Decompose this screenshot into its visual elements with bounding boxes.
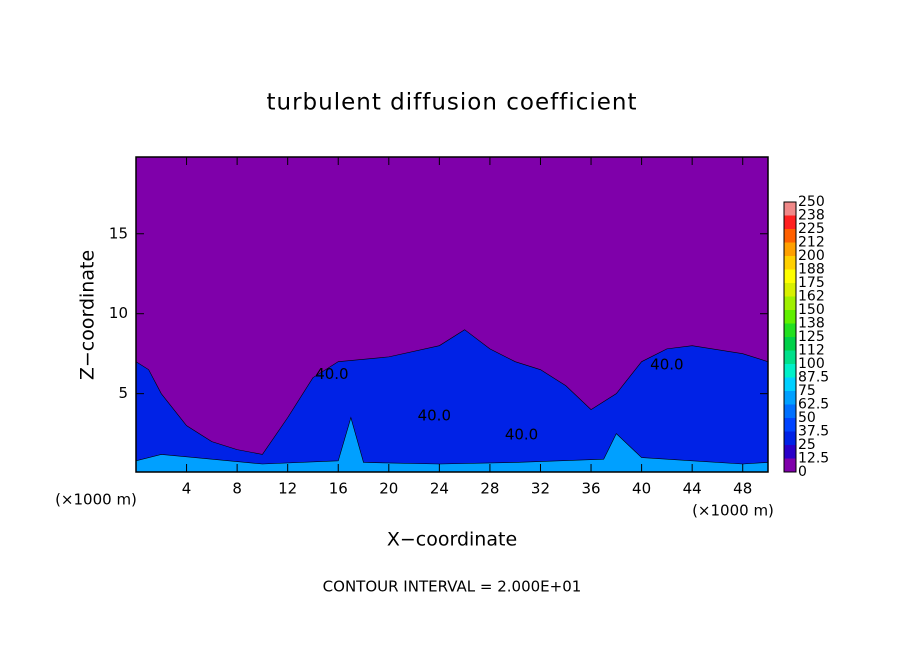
colorbar-swatch	[784, 431, 796, 445]
x-tick-label: 44	[683, 480, 702, 498]
x-tick-label: 36	[581, 480, 600, 498]
colorbar-label: 125	[798, 329, 825, 345]
colorbar-swatch	[784, 242, 796, 256]
colorbar-swatch	[784, 229, 796, 243]
colorbar-label: 37.5	[798, 424, 829, 440]
y-tick-label: 15	[109, 224, 128, 242]
y-tick-label: 10	[109, 304, 128, 322]
x-tick-label: 20	[379, 480, 398, 498]
colorbar-label: 138	[798, 316, 825, 332]
y-unit: (×1000 m)	[692, 502, 774, 520]
colorbar-swatch	[784, 445, 796, 459]
colorbar-label: 188	[798, 262, 825, 278]
colorbar-label: 150	[798, 302, 825, 318]
contour-label: 40.0	[418, 407, 451, 425]
y-axis-label: Z−coordinate	[77, 250, 99, 380]
x-tick-label: 24	[430, 480, 449, 498]
colorbar-swatch	[784, 458, 796, 472]
colorbar-label: 87.5	[798, 370, 829, 386]
field-region	[136, 329, 768, 472]
contour-label: 40.0	[650, 355, 683, 373]
colorbar-label: 50	[798, 410, 816, 426]
colorbar-label: 62.5	[798, 397, 829, 413]
colorbar-swatch	[784, 364, 796, 378]
colorbar-label: 112	[798, 343, 825, 359]
colorbar-label: 75	[798, 383, 816, 399]
colorbar-label: 12.5	[798, 451, 829, 467]
colorbar-swatch	[784, 215, 796, 229]
colorbar-swatch	[784, 323, 796, 337]
chart-title: turbulent diffusion coefficient	[266, 90, 637, 116]
colorbar-swatch	[784, 404, 796, 418]
contour-label: 40.0	[505, 426, 538, 444]
colorbar-label: 162	[798, 289, 825, 305]
colorbar-swatch	[784, 350, 796, 364]
x-tick-label: 4	[182, 480, 192, 498]
colorbar-swatch	[784, 377, 796, 391]
colorbar-swatch	[784, 418, 796, 432]
x-unit: (×1000 m)	[55, 491, 137, 509]
plot-area: 40.0 40.0 40.0 40.0	[135, 156, 769, 473]
colorbar-frame	[783, 201, 797, 473]
colorbar-label: 100	[798, 356, 825, 372]
colorbar-swatch	[784, 202, 796, 216]
contour-label: 40.0	[315, 365, 348, 383]
x-tick-label: 28	[480, 480, 499, 498]
x-tick-label: 40	[632, 480, 651, 498]
x-tick-label: 16	[329, 480, 348, 498]
x-tick-label: 32	[531, 480, 550, 498]
colorbar-label: 25	[798, 437, 816, 453]
colorbar-swatch	[784, 391, 796, 405]
x-axis-label: X−coordinate	[387, 529, 517, 551]
colorbar-swatch	[784, 310, 796, 324]
colorbar-label: 212	[798, 235, 825, 251]
field-region	[136, 416, 768, 472]
footer: CONTOUR INTERVAL = 2.000E+01	[323, 578, 582, 596]
colorbar-label: 175	[798, 275, 825, 291]
colorbar-swatch	[784, 256, 796, 270]
x-tick-label: 8	[232, 480, 242, 498]
colorbar-swatch	[784, 337, 796, 351]
colorbar-swatch	[784, 296, 796, 310]
colorbar-label: 250	[798, 194, 825, 210]
x-tick-label: 12	[278, 480, 297, 498]
y-tick-label: 5	[118, 384, 128, 402]
colorbar-label: 200	[798, 248, 825, 264]
x-tick-label: 48	[733, 480, 752, 498]
colorbar-label: 0	[798, 464, 807, 480]
plot-frame	[135, 156, 769, 473]
colorbar-label: 225	[798, 221, 825, 237]
colorbar-swatch	[784, 283, 796, 297]
colorbar-swatch	[784, 269, 796, 283]
colorbar-label: 238	[798, 208, 825, 224]
